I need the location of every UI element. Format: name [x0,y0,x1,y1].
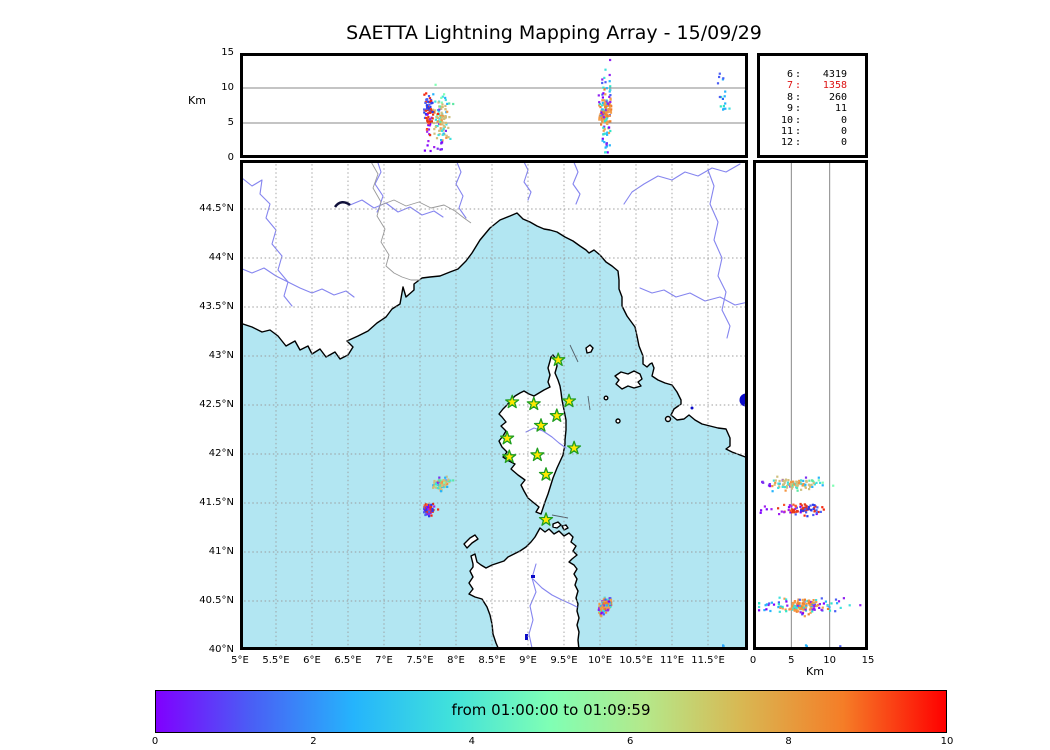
count-row-station-11: 11:0 [780,126,847,138]
latitude-tick-label: 42°N [208,448,234,459]
lma-station-star [533,418,549,432]
island-montecristo [615,418,621,424]
altitude-latitude-panel [753,160,868,650]
map-panel [240,160,748,650]
lma-station-star [551,352,566,367]
longitude-tick-label: 11.5°E [691,655,725,666]
km-tick-label: 5 [788,655,795,666]
lma-station-star [505,394,520,409]
longitude-tick-label: 10°E [587,655,613,666]
island-asinara [463,534,479,549]
km-tick-label: 10 [823,655,837,666]
latitude-tick-label: 42.5°N [199,399,234,410]
count-row-station-7: 7:1358 [786,80,847,92]
altitude-tick-label: 5 [227,117,234,128]
colorbar-tick-label: 4 [468,736,475,747]
small-lake [690,406,694,410]
longitude-tick-label: 8.5°E [478,655,506,666]
lma-station-star [538,512,554,526]
lma-station-star [530,447,545,462]
lma-station-star [566,440,582,455]
top-panel-ylabel: Km [188,94,206,107]
km-tick-label: 0 [749,655,757,666]
latitude-tick-label: 40°N [208,644,234,655]
longitude-tick-label: 6°E [303,655,321,666]
longitude-tick-label: 10.5°E [619,655,653,666]
lma-station-star [561,393,577,408]
right-panel-xlabel: Km [806,665,824,678]
count-row-station-10: 10:0 [780,114,847,126]
longitude-tick-label: 7.5°E [406,655,434,666]
lma-station-star [500,430,515,445]
latitude-tick-label: 43°N [208,350,234,361]
lma-station-star [502,449,517,464]
island-capraia [585,344,594,354]
lake-serre-poncon [333,201,351,208]
island-giglio [664,415,672,423]
scatter-points-altitude-latitude [758,475,862,650]
lma-station-star [526,396,541,411]
longitude-tick-label: 7°E [375,655,393,666]
altitude-tick-label: 10 [221,82,234,93]
colorbar-tick-label: 8 [785,736,792,747]
longitude-tick-label: 6.5°E [334,655,362,666]
longitude-tick-label: 8°E [447,655,465,666]
scatter-points-map [423,475,731,650]
coastline-sardinia [468,527,580,650]
km-tick-label: 15 [861,655,875,666]
lake-coghinas [531,575,535,578]
island-maddalena-2 [561,524,569,531]
altitude-tick-label: 15 [221,47,234,58]
longitude-tick-label: 11°E [659,655,685,666]
colorbar-tick-label: 10 [940,736,954,747]
colorbar-tick-label: 0 [151,736,159,747]
island-maddalena [552,521,562,529]
time-colorbar: from 01:00:00 to 01:09:59 [155,690,947,733]
latitude-tick-label: 43.5°N [199,301,234,312]
longitude-tick-label: 5°E [231,655,249,666]
latitude-tick-label: 40.5°N [199,595,234,606]
colorbar-time-label: from 01:00:00 to 01:09:59 [451,701,651,719]
count-row-station-8: 8:260 [786,91,847,103]
altitude-tick-label: 0 [227,152,234,163]
count-row-station-12: 12:0 [780,137,847,149]
count-row-station-6: 6:4319 [786,69,847,80]
altitude-gridlines-right [790,160,831,650]
latitude-tick-label: 41°N [208,546,234,557]
count-row-station-9: 9:11 [786,103,847,115]
island-elba [614,370,643,390]
sea-route-lines [551,344,591,519]
lma-station-star [549,408,564,422]
lat-lon-gridlines [240,160,748,650]
latitude-tick-label: 44.5°N [199,203,234,214]
lma-station-star [538,467,554,481]
latitude-tick-label: 41.5°N [199,497,234,508]
altitude-longitude-panel [240,53,748,158]
lake-omodeo [525,634,528,640]
lma-station-markers [500,352,582,526]
colorbar-tick-label: 2 [310,736,317,747]
latitude-tick-label: 44°N [208,252,234,263]
coastline-mainland [240,160,748,459]
scatter-points-altitude-longitude [423,58,731,154]
station-counts-panel: 6:4319 7:1358 8:260 9:11 10:0 11:0 12:0 [757,53,868,158]
page-title: SAETTA Lightning Mapping Array - 15/09/2… [346,22,762,44]
island-pianosa [603,395,609,401]
colorbar-tick-label: 6 [627,736,634,747]
country-borders [369,160,472,281]
longitude-tick-label: 9.5°E [550,655,578,666]
longitude-tick-label: 9°E [519,655,537,666]
station-counts-list: 6:4319 7:1358 8:260 9:11 10:0 11:0 12:0 [760,69,865,149]
altitude-gridlines [240,87,748,124]
longitude-tick-label: 5.5°E [262,655,290,666]
